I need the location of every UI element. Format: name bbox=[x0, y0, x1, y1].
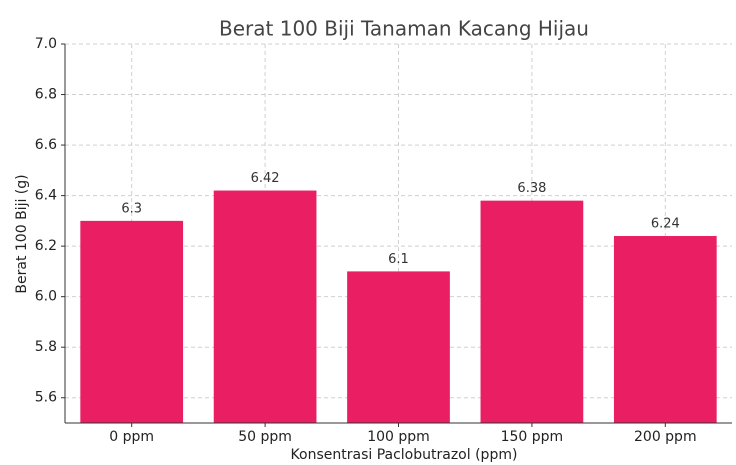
x-tick-label: 100 ppm bbox=[367, 429, 430, 445]
x-tick-label: 0 ppm bbox=[109, 429, 154, 445]
x-tick-label: 200 ppm bbox=[634, 429, 697, 445]
y-tick-label: 5.6 bbox=[35, 390, 57, 406]
y-tick-label: 6.2 bbox=[35, 238, 57, 254]
x-tick-label: 150 ppm bbox=[501, 429, 564, 445]
x-axis-label: Konsentrasi Paclobutrazol (ppm) bbox=[291, 447, 518, 463]
data-label: 6.3 bbox=[121, 201, 142, 216]
data-label: 6.38 bbox=[517, 181, 546, 196]
chart-title: Berat 100 Biji Tanaman Kacang Hijau bbox=[219, 17, 589, 41]
bar bbox=[480, 200, 584, 423]
data-label: 6.1 bbox=[388, 252, 409, 267]
bar bbox=[347, 271, 450, 423]
y-tick-label: 6.0 bbox=[35, 289, 57, 305]
y-tick-label: 7.0 bbox=[35, 36, 57, 52]
x-tick-label: 50 ppm bbox=[238, 429, 292, 445]
y-tick-label: 6.4 bbox=[35, 188, 57, 204]
y-tick-label: 5.8 bbox=[35, 339, 57, 355]
bar bbox=[80, 220, 184, 423]
y-tick-label: 6.6 bbox=[35, 137, 57, 153]
bar bbox=[213, 190, 317, 423]
bar bbox=[613, 236, 717, 423]
data-label: 6.42 bbox=[251, 171, 280, 186]
y-tick-label: 6.8 bbox=[35, 87, 57, 103]
y-axis-label: Berat 100 Biji (g) bbox=[14, 174, 30, 293]
data-label: 6.24 bbox=[651, 217, 680, 232]
